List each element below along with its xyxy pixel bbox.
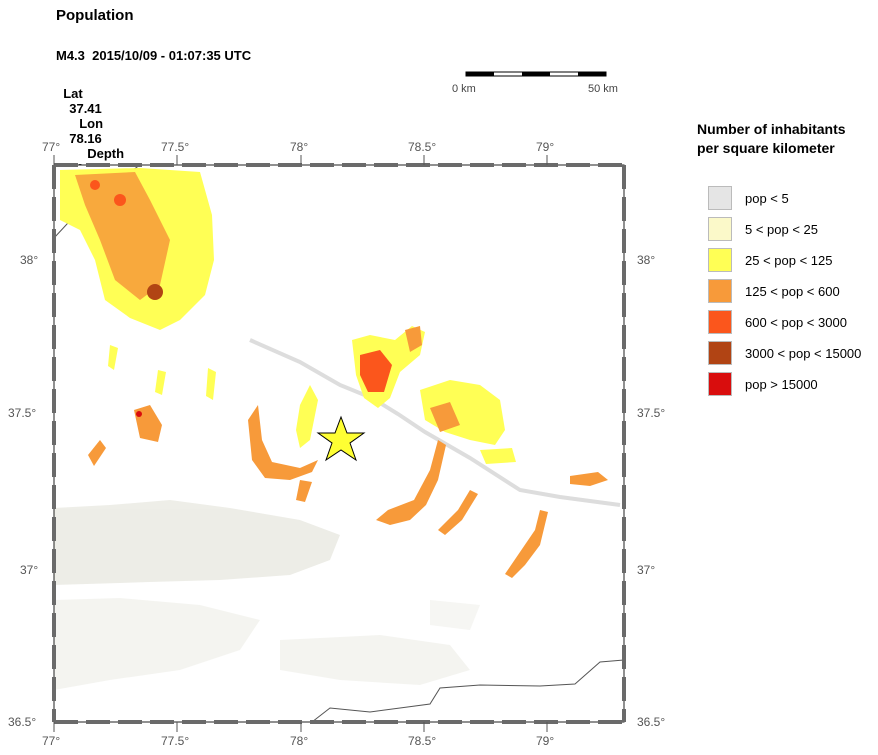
legend-swatch — [708, 310, 732, 334]
legend-swatch — [708, 186, 732, 210]
top-tick-79: 79° — [536, 140, 555, 154]
road-line — [249, 338, 621, 507]
top-tick-78: 78° — [290, 140, 309, 154]
map-title: Population — [56, 7, 134, 24]
top-tick-78-5: 78.5° — [408, 140, 437, 154]
depth-label: Depth — [87, 146, 125, 161]
legend-label: 600 < pop < 3000 — [745, 314, 847, 330]
legend-item: 600 < pop < 3000 — [708, 309, 847, 335]
left-tick-38: 38° — [20, 253, 39, 267]
top-tick-77: 77° — [42, 140, 61, 154]
legend-swatch — [708, 341, 732, 365]
legend-title: Number of inhabitants per square kilomet… — [697, 120, 846, 158]
bottom-tick-79: 79° — [536, 734, 555, 748]
frame-dash-top — [52, 163, 626, 724]
lat-label: Lat — [63, 86, 83, 101]
bottom-tick-77: 77° — [42, 734, 61, 748]
right-tick-36-5: 36.5° — [637, 715, 666, 729]
legend-label: 25 < pop < 125 — [745, 252, 833, 268]
left-tick-37-5: 37.5° — [8, 406, 37, 420]
right-tick-37-5: 37.5° — [637, 406, 666, 420]
legend-title-line2: per square kilometer — [697, 140, 835, 156]
right-tick-37: 37° — [637, 563, 656, 577]
legend-label: pop > 15000 — [745, 376, 818, 392]
legend-swatch — [708, 217, 732, 241]
scale-start-label: 0 km — [452, 83, 476, 95]
legend-label: 3000 < pop < 15000 — [745, 345, 862, 361]
right-tick-38: 38° — [637, 253, 656, 267]
lon-label: Lon — [79, 116, 104, 131]
legend-swatch — [708, 372, 732, 396]
legend-label: 125 < pop < 600 — [745, 283, 840, 299]
left-tick-36-5: 36.5° — [8, 715, 37, 729]
bottom-tick-78: 78° — [290, 734, 309, 748]
legend-title-line1: Number of inhabitants — [697, 121, 846, 137]
legend-item: 3000 < pop < 15000 — [708, 340, 861, 366]
border-line-south — [311, 659, 625, 723]
population-clusters — [60, 168, 608, 578]
scale-bar — [465, 71, 607, 77]
event-summary: M4.3 2015/10/09 - 01:07:35 UTC — [56, 48, 252, 63]
legend-item: pop > 15000 — [708, 371, 818, 397]
bottom-tick-78-5: 78.5° — [408, 734, 437, 748]
legend-item: 125 < pop < 600 — [708, 278, 840, 304]
bottom-tick-77-5: 77.5° — [161, 734, 190, 748]
lon-value: 78.16 — [69, 131, 102, 146]
scale-end-label: 50 km — [588, 83, 618, 95]
legend-item: pop < 5 — [708, 185, 789, 211]
legend-swatch — [708, 248, 732, 272]
lat-value: 37.41 — [69, 101, 102, 116]
legend-swatch — [708, 279, 732, 303]
low-density-region — [54, 500, 480, 690]
graticule-ticks — [53, 155, 548, 732]
epicenter-star-icon — [316, 415, 366, 462]
legend-label: pop < 5 — [745, 190, 789, 206]
top-tick-77-5: 77.5° — [161, 140, 190, 154]
legend-item: 5 < pop < 25 — [708, 216, 818, 242]
legend-item: 25 < pop < 125 — [708, 247, 832, 273]
left-tick-37: 37° — [20, 563, 39, 577]
legend-label: 5 < pop < 25 — [745, 221, 819, 237]
